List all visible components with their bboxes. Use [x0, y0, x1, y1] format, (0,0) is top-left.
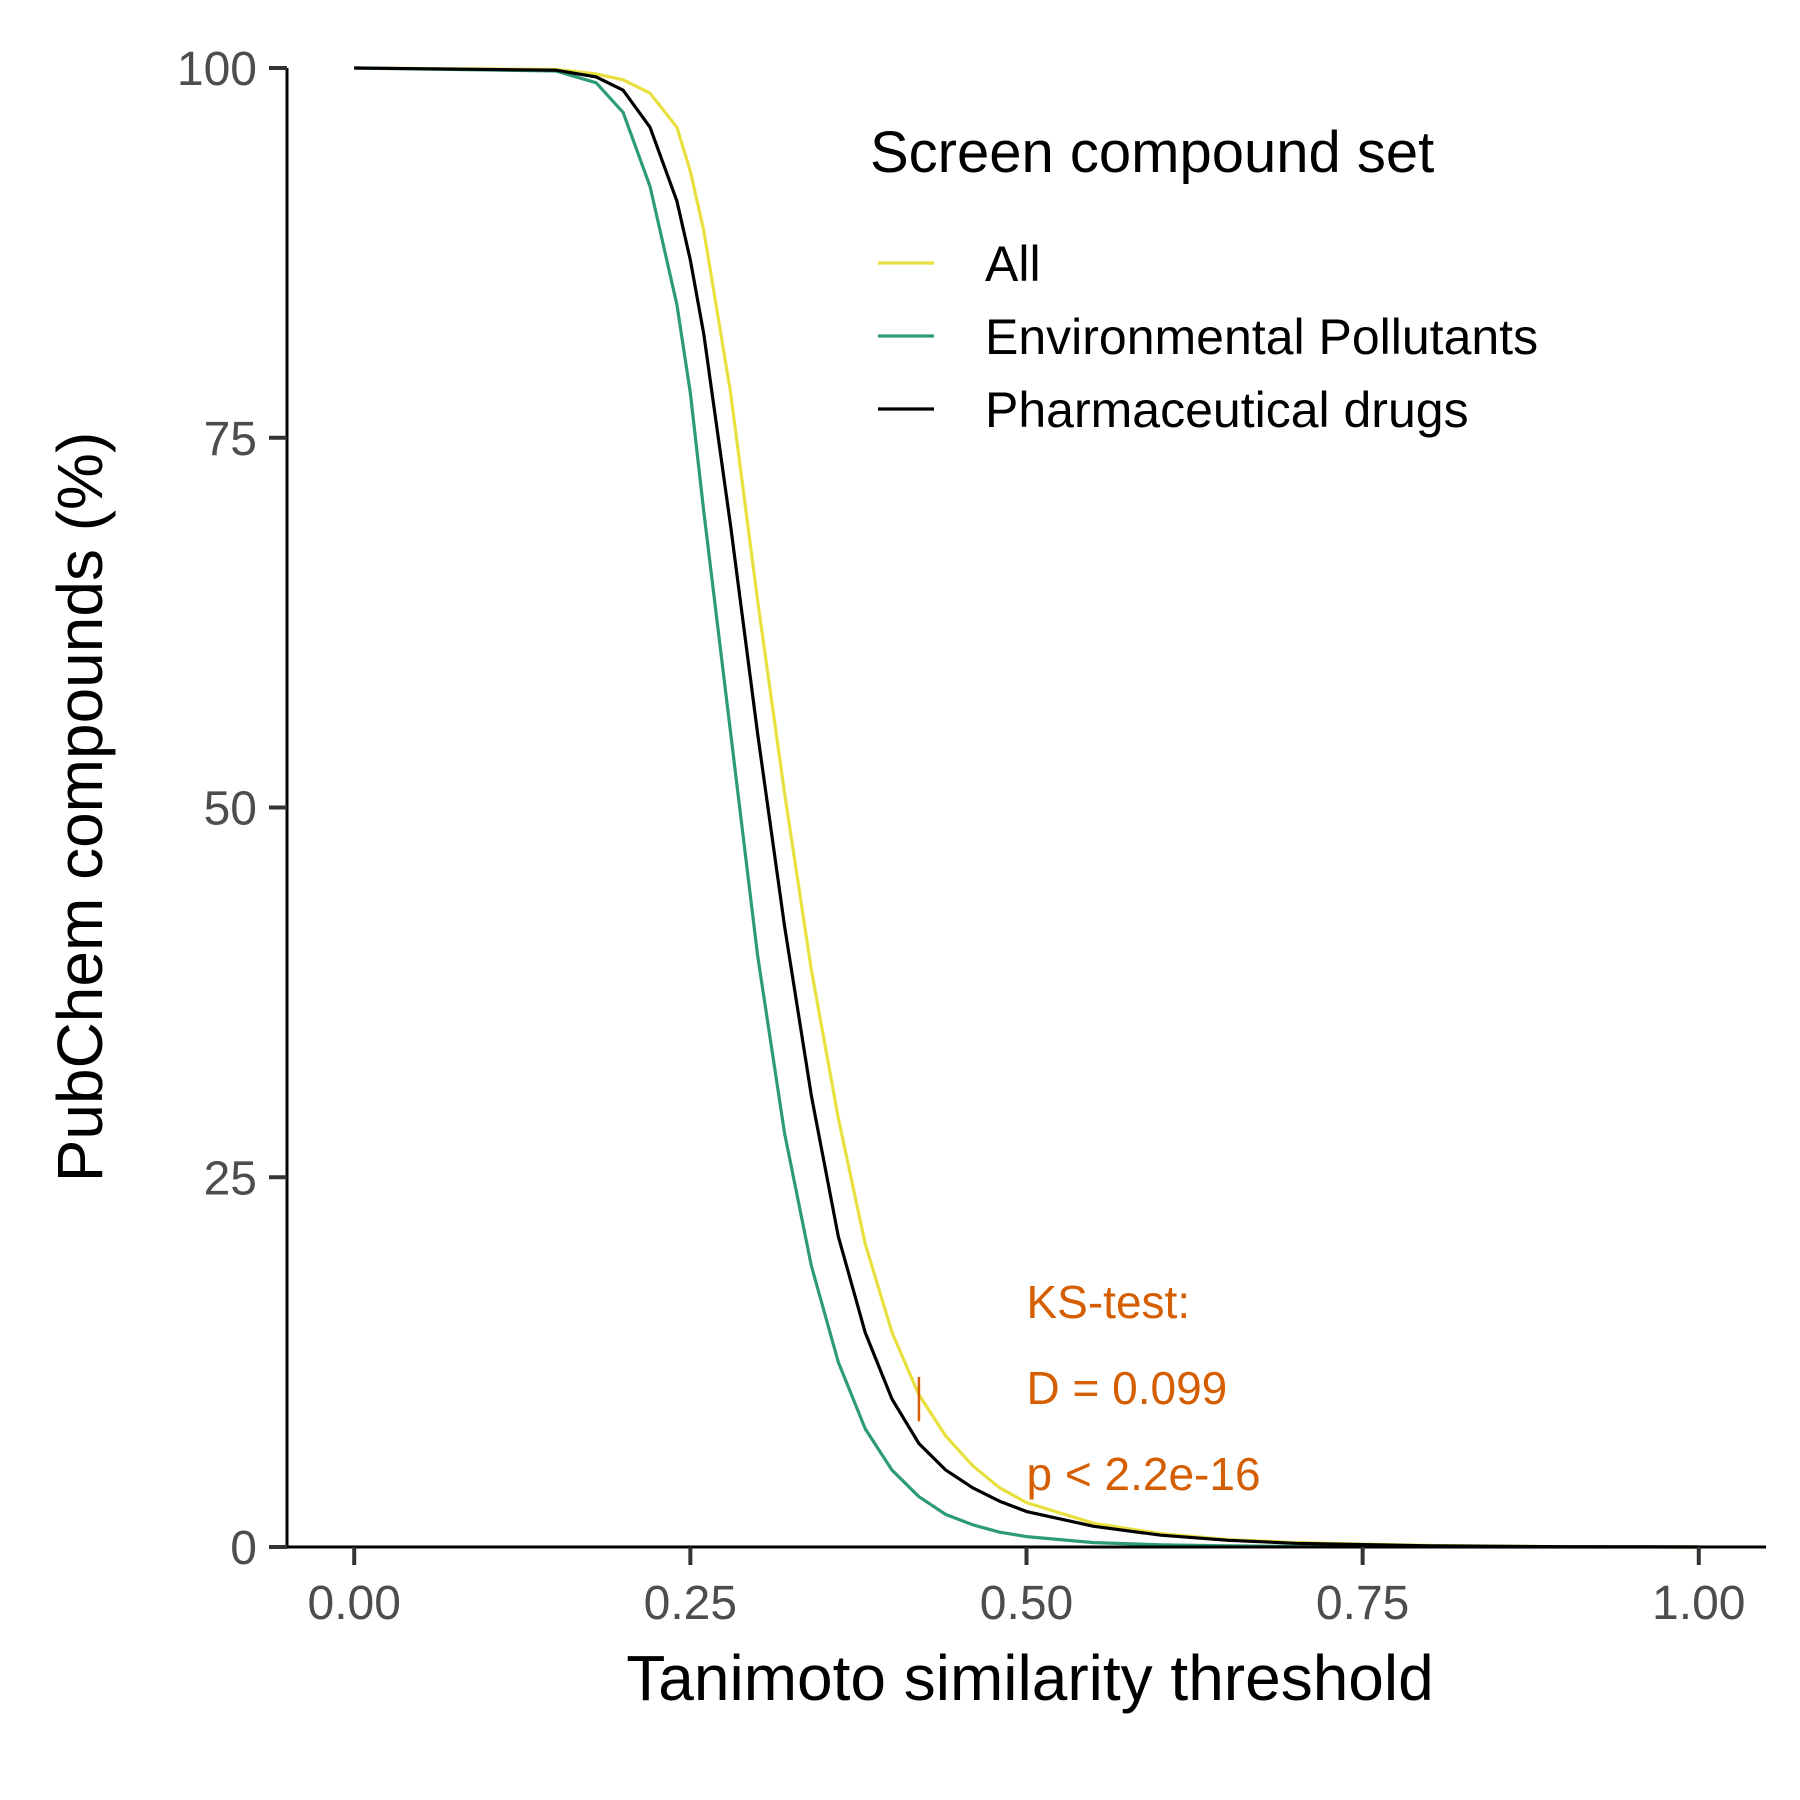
x-tick-label: 0.00	[308, 1577, 401, 1630]
legend-label-1: Environmental Pollutants	[985, 309, 1538, 365]
y-tick-label: 50	[204, 783, 257, 836]
x-axis: 0.00 0.25 0.50 0.75 1.00	[287, 1545, 1766, 1630]
y-axis: 0 25 50 75 100	[177, 43, 289, 1575]
y-tick-label: 25	[204, 1152, 257, 1205]
series-line-1	[354, 66, 1699, 1549]
y-tick-label: 100	[177, 43, 257, 96]
plot-area	[354, 66, 1699, 1549]
annotation-line-2: p < 2.2e-16	[1027, 1448, 1261, 1500]
x-tick-label: 0.25	[644, 1577, 737, 1630]
legend-label-2: Pharmaceutical drugs	[985, 382, 1469, 438]
x-tick-label: 0.75	[1316, 1577, 1409, 1630]
legend-title: Screen compound set	[870, 120, 1434, 185]
ks-test-annotation: KS-test: D = 0.099 p < 2.2e-16	[917, 1276, 1261, 1500]
series-line-2	[354, 66, 1699, 1549]
y-tick-label: 75	[204, 413, 257, 466]
x-axis-title: Tanimoto similarity threshold	[626, 1642, 1433, 1714]
y-axis-title: PubChem compounds (%)	[44, 432, 116, 1183]
annotation-line-1: D = 0.099	[1027, 1362, 1228, 1414]
x-tick-label: 1.00	[1652, 1577, 1745, 1630]
annotation-line-0: KS-test:	[1027, 1276, 1191, 1328]
y-tick-label: 0	[230, 1522, 257, 1575]
legend-label-0: All	[985, 236, 1041, 292]
legend: Screen compound set All Environmental Pol…	[870, 120, 1538, 438]
x-tick-label: 0.50	[980, 1577, 1073, 1630]
